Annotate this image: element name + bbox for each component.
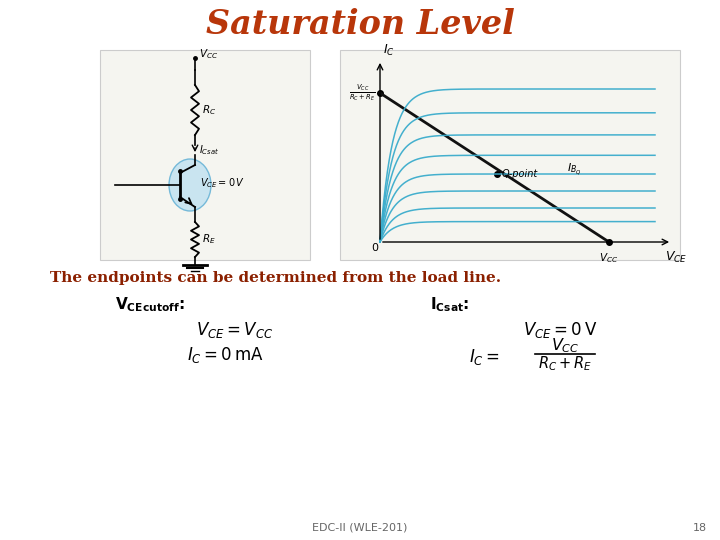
Text: $V_{CC}$: $V_{CC}$ [551, 336, 580, 355]
Text: The endpoints can be determined from the load line.: The endpoints can be determined from the… [50, 271, 501, 285]
Text: $V_{CE} = 0\,V$: $V_{CE} = 0\,V$ [200, 176, 245, 190]
Text: $V_{CC}$: $V_{CC}$ [199, 47, 218, 61]
Text: EDC-II (WLE-201): EDC-II (WLE-201) [312, 523, 408, 533]
Text: $I_C$: $I_C$ [383, 43, 395, 58]
Text: $R_C + R_E$: $R_C + R_E$ [538, 355, 592, 373]
Text: $I_C = $: $I_C = $ [469, 347, 500, 367]
Text: $V_{CC}$: $V_{CC}$ [600, 251, 618, 265]
Ellipse shape [169, 159, 211, 211]
Text: Saturation Level: Saturation Level [206, 8, 514, 40]
Text: $I_C = 0\,\mathrm{mA}$: $I_C = 0\,\mathrm{mA}$ [186, 345, 264, 365]
Text: $I_{B_Q}$: $I_{B_Q}$ [567, 161, 582, 177]
Text: $\mathbf{I}_{\mathbf{Csat}}$:: $\mathbf{I}_{\mathbf{Csat}}$: [430, 296, 469, 314]
Text: $R_E$: $R_E$ [202, 233, 216, 246]
Bar [100, 50, 310, 260]
Text: $\mathbf{V}_{\mathbf{CEcutoff}}$:: $\mathbf{V}_{\mathbf{CEcutoff}}$: [115, 296, 185, 314]
Text: $V_{CE}$: $V_{CE}$ [665, 250, 687, 265]
Text: $V_{CE} = V_{CC}$: $V_{CE} = V_{CC}$ [197, 320, 274, 340]
Text: $\frac{V_{CC}}{R_C+R_E}$: $\frac{V_{CC}}{R_C+R_E}$ [349, 83, 376, 103]
Bar [340, 50, 680, 260]
Text: $R_C$: $R_C$ [202, 103, 216, 117]
Text: $I_{Csat}$: $I_{Csat}$ [199, 143, 219, 157]
Text: 18: 18 [693, 523, 707, 533]
Text: Q-point: Q-point [502, 169, 539, 179]
Text: 0: 0 [372, 243, 379, 253]
Text: $V_{CE} = 0\,\mathrm{V}$: $V_{CE} = 0\,\mathrm{V}$ [523, 320, 597, 340]
